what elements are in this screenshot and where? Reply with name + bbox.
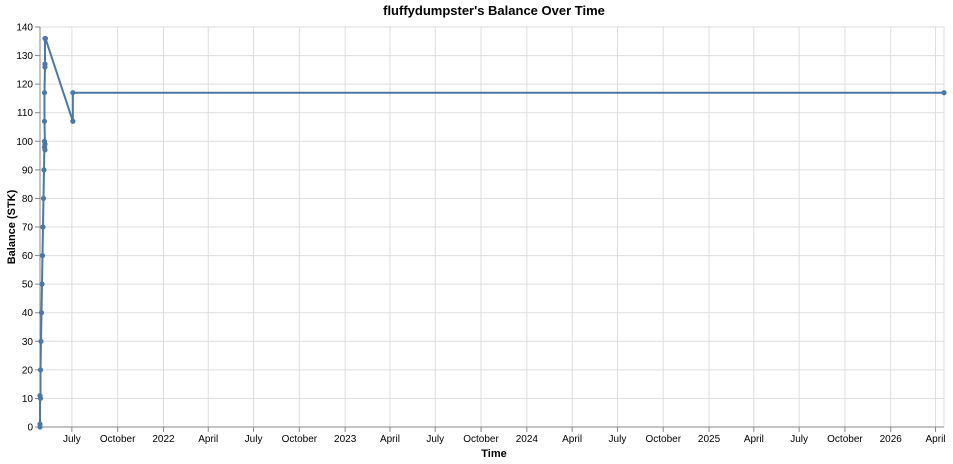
x-tick-label: April xyxy=(198,434,218,445)
x-tick-label: July xyxy=(426,434,444,445)
series-line xyxy=(39,37,944,427)
x-tick-label: October xyxy=(463,434,499,445)
x-tick-label: 2025 xyxy=(698,434,721,445)
y-axis-ticks: 0 10 20 30 40 50 60 70 80 90 100 110 120 130 140 xyxy=(16,23,40,434)
y-tick-label: 90 xyxy=(22,165,34,176)
x-tick-label: April xyxy=(562,434,582,445)
x-axis-title: Time xyxy=(481,448,506,460)
x-tick-label: July xyxy=(245,434,263,445)
data-point[interactable] xyxy=(42,147,48,153)
data-point[interactable] xyxy=(38,310,45,316)
series-layer xyxy=(37,35,947,430)
data-point[interactable] xyxy=(70,90,76,96)
data-point[interactable] xyxy=(41,90,48,96)
x-axis-ticks: July October 2022 April July October 2023 April… xyxy=(63,427,946,445)
y-tick-label: 10 xyxy=(22,394,34,405)
y-tick-label: 120 xyxy=(16,80,33,91)
x-tick-label: 2024 xyxy=(516,434,539,445)
x-tick-label: April xyxy=(926,434,946,445)
x-tick-label: October xyxy=(645,434,681,445)
y-tick-label: 40 xyxy=(22,308,34,319)
data-point[interactable] xyxy=(40,224,46,230)
y-tick-label: 70 xyxy=(22,223,34,234)
y-tick-label: 30 xyxy=(22,337,34,348)
y-tick-label: 110 xyxy=(17,108,33,119)
y-tick-label: 0 xyxy=(27,423,33,434)
data-point[interactable] xyxy=(41,118,48,124)
data-point[interactable] xyxy=(39,252,46,259)
y-axis-title: Balance (STK) xyxy=(6,189,18,264)
y-tick-label: 50 xyxy=(22,280,34,291)
x-tick-label: October xyxy=(282,434,318,445)
y-tick-label: 20 xyxy=(22,365,34,376)
data-point[interactable] xyxy=(37,367,44,373)
data-point[interactable] xyxy=(40,195,47,202)
x-tick-label: April xyxy=(380,434,400,445)
x-tick-label: April xyxy=(744,434,764,445)
y-tick-label: 80 xyxy=(22,194,34,205)
data-point[interactable] xyxy=(941,90,947,96)
y-tick-label: 60 xyxy=(22,251,34,262)
data-point[interactable] xyxy=(37,421,43,427)
data-point[interactable] xyxy=(42,35,49,42)
x-tick-label: 2026 xyxy=(880,434,903,445)
y-gridlines xyxy=(40,26,944,428)
data-point[interactable] xyxy=(42,61,48,67)
y-tick-label: 140 xyxy=(16,23,33,34)
data-point[interactable] xyxy=(70,118,76,124)
x-tick-label: 2023 xyxy=(334,434,357,445)
data-point[interactable] xyxy=(37,395,44,402)
y-tick-label: 130 xyxy=(16,51,33,62)
x-tick-label: July xyxy=(63,434,81,445)
x-tick-label: July xyxy=(790,434,808,445)
x-tick-label: 2022 xyxy=(152,434,175,445)
data-point[interactable] xyxy=(42,141,48,147)
x-tick-label: October xyxy=(100,434,136,445)
data-point[interactable] xyxy=(39,281,45,287)
y-tick-label: 100 xyxy=(16,137,33,148)
data-point[interactable] xyxy=(38,338,44,344)
x-tick-label: October xyxy=(827,434,863,445)
x-tick-label: July xyxy=(609,434,627,445)
chart-title: fluffydumpster's Balance Over Time xyxy=(383,3,605,18)
data-point[interactable] xyxy=(41,167,47,173)
